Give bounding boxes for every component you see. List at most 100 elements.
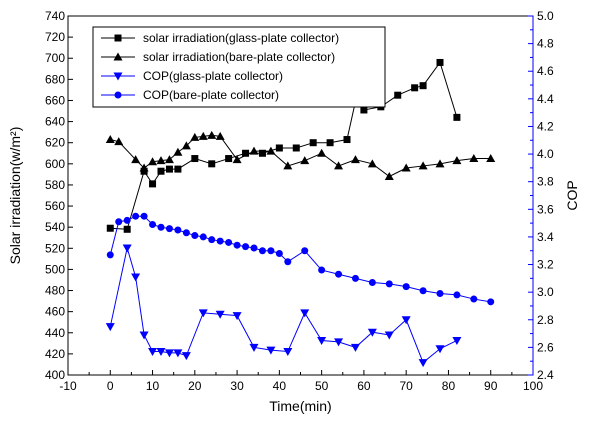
data-point xyxy=(148,157,158,166)
y-right-tick-label: 2.8 xyxy=(537,313,554,327)
x-tick-label: 90 xyxy=(484,379,498,393)
data-point xyxy=(122,244,132,253)
data-point xyxy=(300,156,310,165)
data-point xyxy=(164,349,174,358)
data-point xyxy=(106,251,114,259)
y-right-tick-label: 4.2 xyxy=(537,119,554,133)
data-point xyxy=(139,331,149,340)
data-point xyxy=(318,266,326,274)
data-point xyxy=(164,155,174,164)
data-point xyxy=(326,139,334,147)
data-point xyxy=(106,224,114,232)
legend-swatch-marker xyxy=(113,52,123,61)
data-point xyxy=(105,323,115,332)
data-point xyxy=(309,139,317,147)
data-point xyxy=(401,316,411,325)
data-point xyxy=(131,273,141,282)
y-left-tick-label: 720 xyxy=(45,30,65,44)
data-point xyxy=(452,336,462,345)
data-point xyxy=(436,58,444,66)
legend-label: COP(glass-plate collector) xyxy=(143,69,283,83)
data-point xyxy=(360,106,368,114)
data-point xyxy=(132,212,140,220)
y-right-tick-label: 3.4 xyxy=(537,230,554,244)
legend-label: solar irradiation(glass-plate collector) xyxy=(143,31,339,45)
data-point xyxy=(435,159,445,168)
data-point xyxy=(148,348,158,357)
y-right-tick-label: 3.2 xyxy=(537,258,554,272)
y-right-tick-label: 4.6 xyxy=(537,64,554,78)
data-point xyxy=(233,241,241,249)
data-point xyxy=(419,82,427,90)
data-point xyxy=(367,159,377,168)
y-left-tick-label: 620 xyxy=(45,136,65,150)
data-point xyxy=(174,226,182,234)
data-point xyxy=(384,171,394,180)
x-tick-label: 60 xyxy=(357,379,371,393)
data-point xyxy=(139,163,149,172)
data-point xyxy=(283,161,293,170)
data-point xyxy=(350,155,360,164)
data-point xyxy=(208,160,216,168)
data-point xyxy=(173,147,183,156)
data-point xyxy=(174,165,182,173)
data-point xyxy=(452,156,462,165)
x-tick-label: 40 xyxy=(273,379,287,393)
y-axis-right: 2.4 2.6 2.8 3.0 3.2 3.4 3.6 3.8 4.0 4.2 4.4 4.6 4.8 5… xyxy=(528,9,554,382)
y-right-tick-label: 2.4 xyxy=(537,368,554,382)
data-point xyxy=(402,283,410,291)
x-tick-label: 80 xyxy=(442,379,456,393)
data-point xyxy=(384,331,394,340)
y-left-tick-label: 440 xyxy=(45,326,65,340)
data-point xyxy=(486,154,496,163)
y-right-tick-label: 3.6 xyxy=(537,202,554,216)
x-tick-label: 20 xyxy=(188,379,202,393)
data-point xyxy=(181,141,191,150)
data-point xyxy=(105,135,115,144)
y-right-tick-label: 3.8 xyxy=(537,175,554,189)
data-point xyxy=(275,144,283,152)
data-point xyxy=(470,295,478,303)
data-point xyxy=(191,155,199,163)
y-right-tick-label: 4.4 xyxy=(537,92,554,106)
y-axis-right-title: COP xyxy=(564,180,580,210)
data-point xyxy=(317,148,327,157)
data-point xyxy=(198,309,208,318)
data-point xyxy=(418,161,428,170)
data-point xyxy=(149,220,157,228)
data-point xyxy=(225,238,233,246)
y-left-tick-label: 420 xyxy=(45,347,65,361)
data-point xyxy=(267,247,275,255)
data-point xyxy=(292,144,300,152)
data-point xyxy=(249,343,259,352)
data-point xyxy=(157,167,165,175)
data-point xyxy=(368,278,376,286)
data-point xyxy=(208,236,216,244)
x-tick-label: -10 xyxy=(59,379,77,393)
legend-box xyxy=(92,26,386,108)
y-right-tick-label: 5.0 xyxy=(537,9,554,23)
data-point xyxy=(394,91,402,99)
legend-item: solar irradiation(bare-plate collector) xyxy=(101,50,335,64)
data-point xyxy=(157,223,165,231)
data-point xyxy=(284,258,292,266)
series-2 xyxy=(105,130,496,180)
data-point xyxy=(367,328,377,337)
legend: solar irradiation(glass-plate collector)… xyxy=(92,26,386,108)
data-point xyxy=(453,291,461,299)
data-point xyxy=(401,163,411,172)
y-right-tick-label: 3.0 xyxy=(537,285,554,299)
legend-swatch-marker xyxy=(113,72,123,81)
data-point xyxy=(275,249,283,257)
data-point xyxy=(156,348,166,357)
data-point xyxy=(385,280,393,288)
data-point xyxy=(258,149,266,157)
data-point xyxy=(225,155,233,163)
y-right-tick-label: 4.0 xyxy=(537,147,554,161)
legend-swatch-marker xyxy=(114,34,122,42)
legend-item: COP(glass-plate collector) xyxy=(101,69,283,83)
data-point xyxy=(215,131,225,140)
y-left-tick-label: 540 xyxy=(45,220,65,234)
y-left-tick-label: 480 xyxy=(45,284,65,298)
data-point xyxy=(258,247,266,255)
